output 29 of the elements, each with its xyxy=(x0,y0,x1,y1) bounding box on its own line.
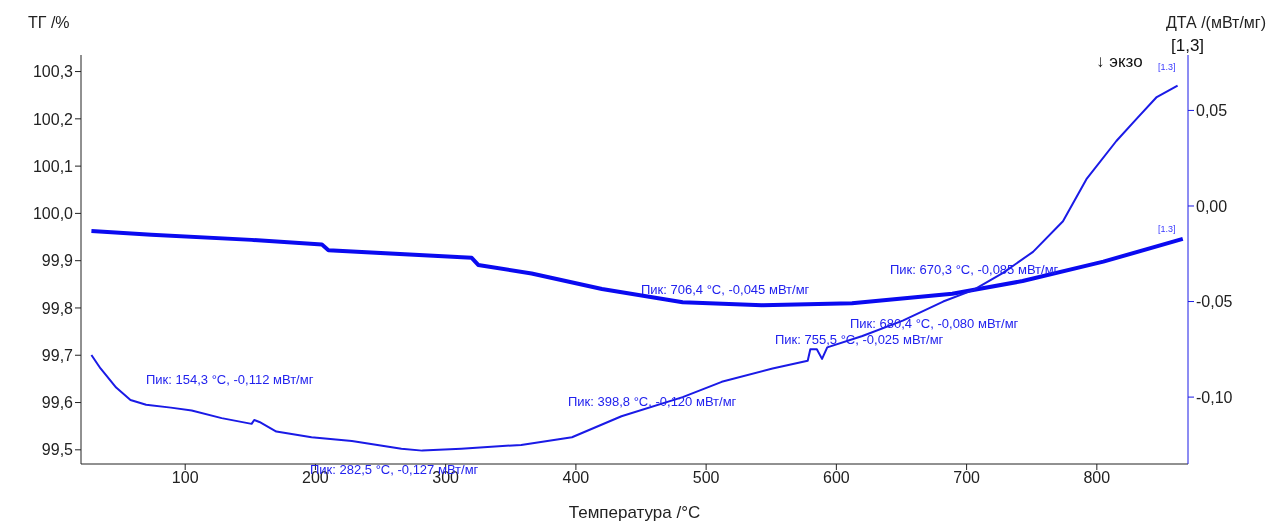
y2-tick-label: 0,00 xyxy=(1196,197,1228,215)
x-tick-label: 100 xyxy=(171,469,199,487)
y-tick-label: 100,1 xyxy=(32,157,74,175)
y-tick-label: 99,9 xyxy=(41,252,74,270)
annotation: Пик: 154,3 °C, -0,112 мВт/мг xyxy=(146,372,314,387)
annotation: ↓ экзо xyxy=(1096,52,1143,72)
x-tick-label: 400 xyxy=(562,469,590,487)
y2-tick-label: -0,05 xyxy=(1196,293,1233,311)
x-tick-label: 600 xyxy=(823,469,850,487)
x-axis-title: Температура /°C xyxy=(568,503,701,522)
line-series xyxy=(90,84,1179,452)
text: [1,3] xyxy=(1171,36,1205,56)
annotation: [1.3] xyxy=(1158,62,1176,72)
y-tick-label: 99,6 xyxy=(41,394,74,412)
y2-axis-title: ДТА /(мВт/мг) xyxy=(1165,14,1266,32)
y2-tick-label: 0,05 xyxy=(1196,102,1228,120)
y-tick-label: 100,2 xyxy=(32,110,74,128)
annotation: [1.3] xyxy=(1158,224,1176,234)
y-tick-label: 99,8 xyxy=(41,299,74,317)
y-tick-label: 99,7 xyxy=(41,346,74,364)
x-tick-label: 800 xyxy=(1083,469,1111,487)
y2-tick-label: -0,10 xyxy=(1196,388,1233,406)
y-tick-label: 100,3 xyxy=(32,63,74,81)
annotation: Пик: 706,4 °C, -0,045 мВт/мг xyxy=(641,282,810,297)
x-tick-label: 500 xyxy=(692,469,720,487)
y-tick-label: 99,5 xyxy=(41,441,74,459)
x-tick-label: 700 xyxy=(953,469,981,487)
y-axis-title: ТГ /% xyxy=(28,14,70,32)
y-tick-label: 100,0 xyxy=(32,205,74,223)
